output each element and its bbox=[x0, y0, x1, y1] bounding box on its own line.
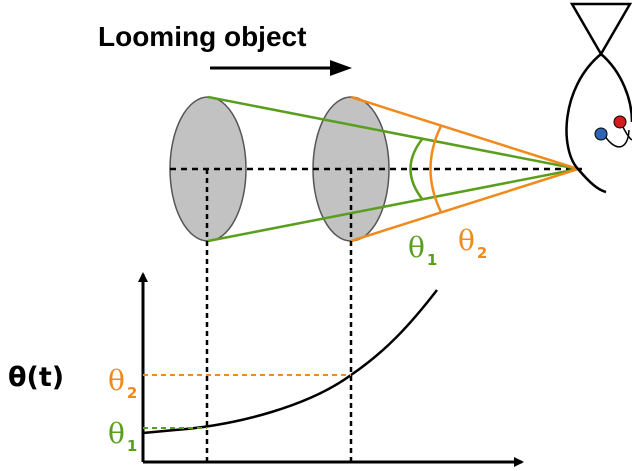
fish-icon bbox=[565, 2, 632, 194]
theta2-angle-arc bbox=[429, 125, 443, 213]
theta1-upper-line bbox=[207, 95, 579, 171]
eye-icon bbox=[594, 115, 632, 148]
y-axis-label: θ(t) bbox=[8, 362, 64, 393]
title: Looming object bbox=[98, 21, 306, 52]
theta-curve bbox=[142, 289, 438, 435]
theta2-upper-line bbox=[350, 95, 579, 171]
theta1-angle-arc bbox=[409, 137, 424, 201]
theta2-lower-line bbox=[350, 167, 579, 243]
right-arrow-icon bbox=[210, 60, 352, 76]
theta1-lower-line bbox=[207, 167, 579, 243]
